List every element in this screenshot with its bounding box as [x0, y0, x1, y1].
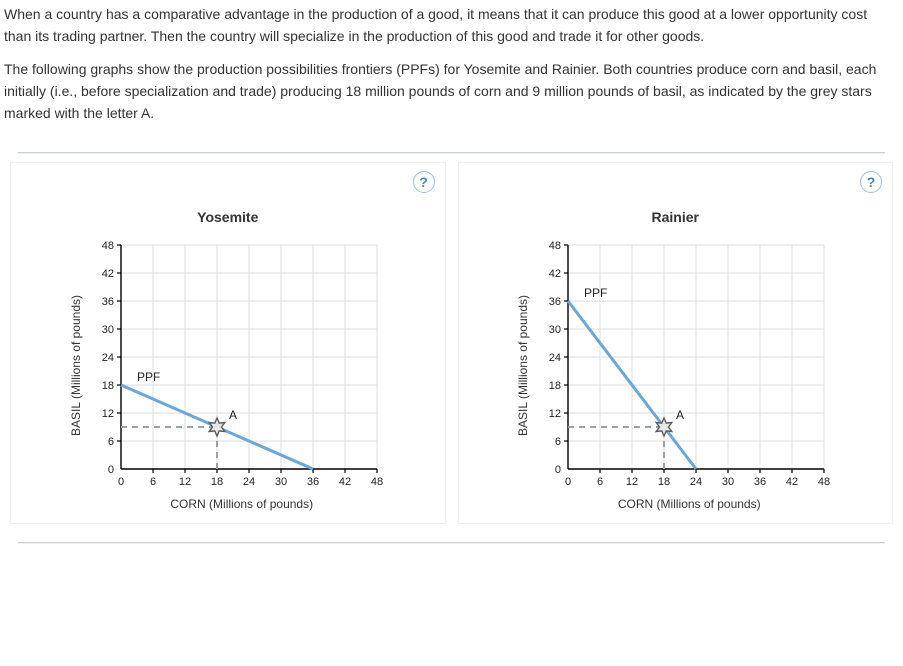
y-axis-label: BASIL (Millions of pounds): [516, 295, 530, 436]
x-axis-label: CORN (Millions of pounds): [495, 497, 885, 511]
svg-text:42: 42: [549, 268, 561, 280]
svg-text:18: 18: [549, 380, 561, 392]
svg-text:0: 0: [555, 464, 561, 476]
svg-text:A: A: [676, 408, 684, 422]
svg-text:18: 18: [102, 380, 114, 392]
svg-text:48: 48: [102, 240, 114, 252]
svg-text:42: 42: [786, 476, 798, 488]
svg-text:12: 12: [102, 408, 114, 420]
help-icon[interactable]: ?: [413, 171, 435, 193]
svg-text:18: 18: [211, 476, 223, 488]
svg-text:6: 6: [597, 476, 603, 488]
svg-text:12: 12: [179, 476, 191, 488]
y-axis-label: BASIL (Millions of pounds): [69, 295, 83, 436]
svg-text:30: 30: [549, 324, 561, 336]
svg-text:24: 24: [102, 352, 114, 364]
x-axis-label: CORN (Millions of pounds): [47, 497, 437, 511]
svg-text:12: 12: [626, 476, 638, 488]
svg-text:36: 36: [102, 296, 114, 308]
svg-text:6: 6: [150, 476, 156, 488]
intro-paragraph-2: The following graphs show the production…: [4, 59, 897, 124]
svg-text:48: 48: [818, 476, 830, 488]
svg-text:6: 6: [108, 436, 114, 448]
svg-text:42: 42: [102, 268, 114, 280]
svg-text:24: 24: [549, 352, 561, 364]
divider-bottom: [18, 542, 885, 544]
chart-yosemite: 0 6 12 18 24 30 36 42 48 0 6 12 18 24 30 36 42 48 PPF A: [87, 235, 387, 495]
svg-text:48: 48: [549, 240, 561, 252]
help-icon[interactable]: ?: [860, 171, 882, 193]
svg-text:24: 24: [243, 476, 255, 488]
svg-text:0: 0: [108, 464, 114, 476]
svg-text:A: A: [229, 408, 237, 422]
svg-text:PPF: PPF: [584, 286, 607, 300]
svg-text:48: 48: [371, 476, 383, 488]
svg-text:PPF: PPF: [137, 370, 160, 384]
svg-text:12: 12: [549, 408, 561, 420]
svg-text:36: 36: [307, 476, 319, 488]
svg-text:24: 24: [690, 476, 702, 488]
svg-text:30: 30: [722, 476, 734, 488]
chart-rainier: 0 6 12 18 24 30 36 42 48 0 6 12 18 24 30 36 42 48 PPF A: [534, 235, 834, 495]
svg-text:30: 30: [275, 476, 287, 488]
panel-rainier: ? Rainier BASIL (Millions of pounds) 0 6 1…: [458, 162, 894, 524]
svg-text:0: 0: [565, 476, 571, 488]
svg-text:42: 42: [339, 476, 351, 488]
chart-title: Rainier: [467, 209, 885, 225]
panel-yosemite: ? Yosemite BASIL (Millions of pounds) 0 6…: [10, 162, 446, 524]
svg-text:18: 18: [658, 476, 670, 488]
svg-text:6: 6: [555, 436, 561, 448]
svg-text:36: 36: [549, 296, 561, 308]
svg-text:30: 30: [102, 324, 114, 336]
chart-title: Yosemite: [19, 209, 437, 225]
intro-paragraph-1: When a country has a comparative advanta…: [4, 4, 897, 47]
svg-text:36: 36: [754, 476, 766, 488]
svg-text:0: 0: [118, 476, 124, 488]
chart-panels: ? Yosemite BASIL (Millions of pounds) 0 6…: [0, 154, 903, 538]
